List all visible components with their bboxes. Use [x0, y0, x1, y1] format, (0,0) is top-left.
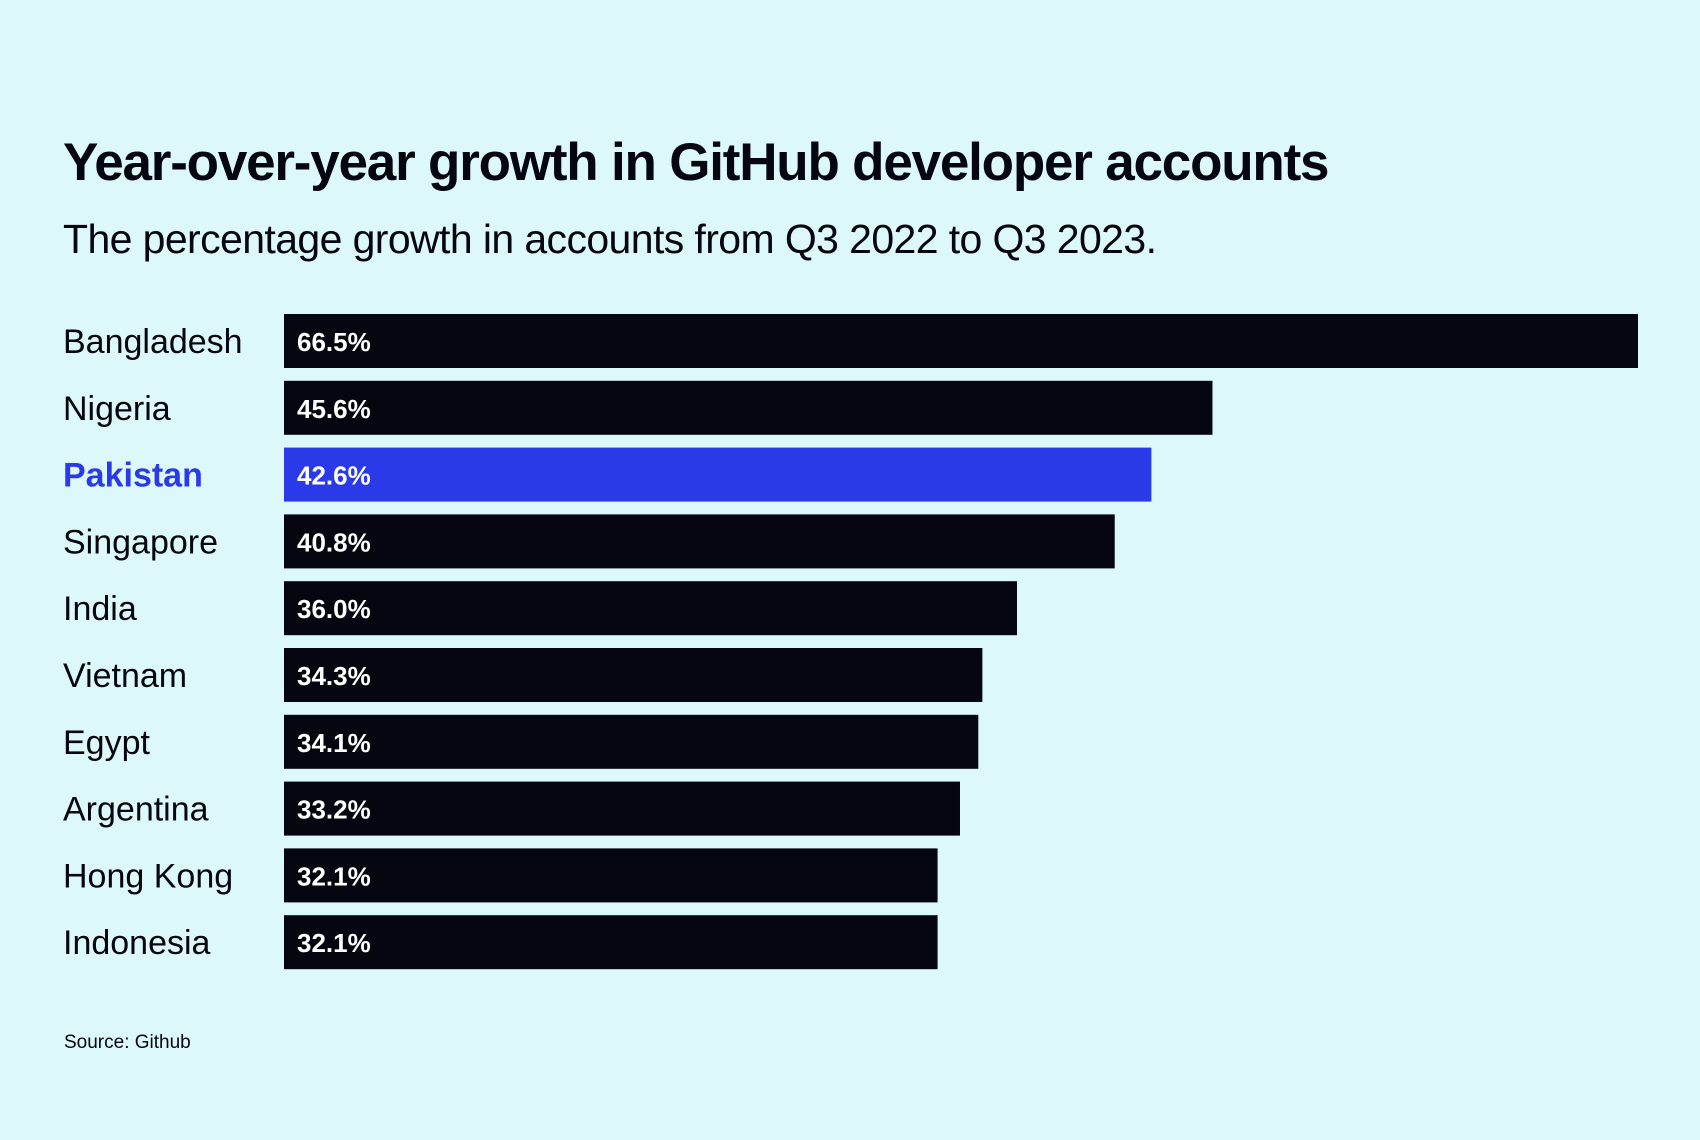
value-label-argentina: 33.2% — [297, 795, 371, 825]
bar-hong-kong — [284, 848, 938, 903]
value-label-indonesia: 32.1% — [297, 928, 371, 958]
category-label-india: India — [63, 590, 137, 628]
value-label-india: 36.0% — [297, 594, 371, 624]
value-label-singapore: 40.8% — [297, 527, 371, 557]
category-label-pakistan: Pakistan — [63, 457, 203, 495]
category-label-nigeria: Nigeria — [63, 390, 171, 428]
bar-india — [284, 581, 1017, 636]
category-label-hong-kong: Hong Kong — [63, 857, 233, 895]
value-label-egypt: 34.1% — [297, 728, 371, 758]
value-label-hong-kong: 32.1% — [297, 861, 371, 891]
category-label-indonesia: Indonesia — [63, 924, 211, 962]
bar-indonesia — [284, 915, 938, 970]
category-label-bangladesh: Bangladesh — [63, 323, 243, 361]
bar-nigeria — [284, 380, 1213, 435]
chart-subtitle: The percentage growth in accounts from Q… — [63, 216, 1157, 262]
category-label-singapore: Singapore — [63, 523, 218, 561]
bar-vietnam — [284, 648, 983, 702]
chart-title: Year-over-year growth in GitHub develope… — [63, 133, 1330, 192]
bar-singapore — [284, 514, 1115, 569]
bar-bangladesh — [284, 314, 1638, 368]
bar-egypt — [284, 714, 979, 769]
category-label-vietnam: Vietnam — [63, 657, 187, 695]
bar-argentina — [284, 781, 960, 836]
bar-pakistan — [284, 447, 1152, 502]
value-label-bangladesh: 66.5% — [297, 327, 371, 357]
value-label-vietnam: 34.3% — [297, 661, 371, 691]
value-label-nigeria: 45.6% — [297, 394, 371, 424]
source-note: Source: Github — [64, 1032, 191, 1053]
category-label-argentina: Argentina — [63, 791, 209, 829]
value-label-pakistan: 42.6% — [297, 461, 371, 491]
category-label-egypt: Egypt — [63, 724, 150, 762]
